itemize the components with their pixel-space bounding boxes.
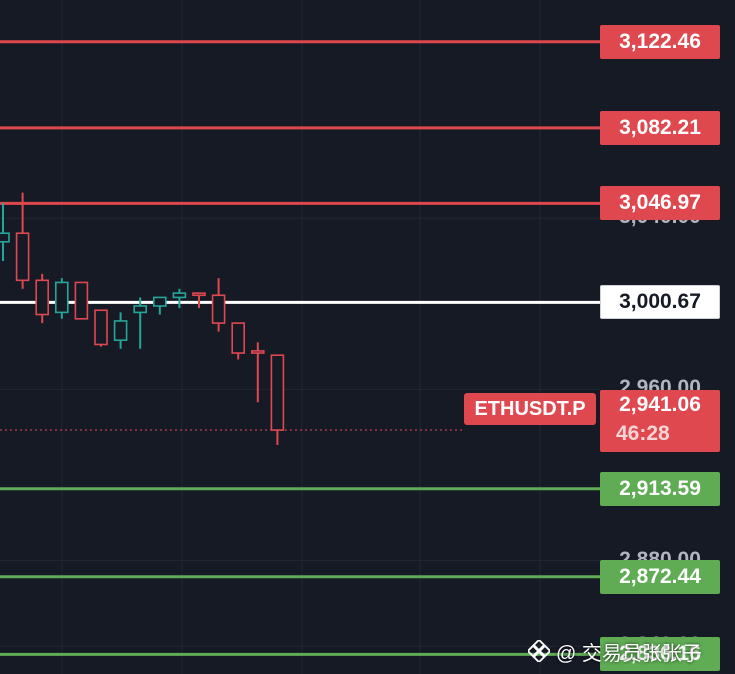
watermark-text: @ 交易员张张子 bbox=[556, 642, 702, 665]
candle-body bbox=[133, 305, 147, 314]
candle-body bbox=[153, 296, 167, 307]
candle-body bbox=[211, 294, 226, 324]
candle-body bbox=[231, 322, 245, 354]
candle-body bbox=[172, 292, 187, 299]
candle-body bbox=[74, 281, 89, 320]
bar-countdown: 46:28 bbox=[616, 422, 670, 445]
level-price-tag: 2,872.44 bbox=[600, 559, 720, 594]
candle-body bbox=[270, 354, 285, 431]
level-price-tag: 3,000.67 bbox=[600, 285, 720, 320]
candle-body bbox=[251, 350, 265, 354]
candle-body bbox=[94, 309, 108, 346]
level-price-tag: 2,836.16 bbox=[600, 637, 720, 672]
level-price-tag: 3,046.97 bbox=[600, 186, 720, 221]
candle-body bbox=[15, 232, 30, 282]
current-price-tag: 2,941.06 46:28 bbox=[600, 390, 720, 452]
symbol-tag: ETHUSDT.P bbox=[464, 393, 596, 425]
candle-body bbox=[54, 281, 69, 314]
horizontal-levels bbox=[0, 40, 600, 656]
candle-body bbox=[35, 279, 50, 316]
current-price-label: 2,941.06 bbox=[619, 393, 701, 416]
grid bbox=[0, 0, 600, 674]
level-price-tag: 3,082.21 bbox=[600, 110, 720, 145]
level-price-tag: 2,913.59 bbox=[600, 471, 720, 506]
candle-body bbox=[113, 320, 128, 342]
level-price-tag: 3,122.46 bbox=[600, 24, 720, 59]
candle-body bbox=[0, 232, 10, 243]
candle-body bbox=[192, 292, 206, 297]
watermark: @ 交易员张张子 bbox=[528, 636, 702, 666]
candles bbox=[0, 192, 285, 446]
binance-logo-icon bbox=[528, 640, 550, 662]
